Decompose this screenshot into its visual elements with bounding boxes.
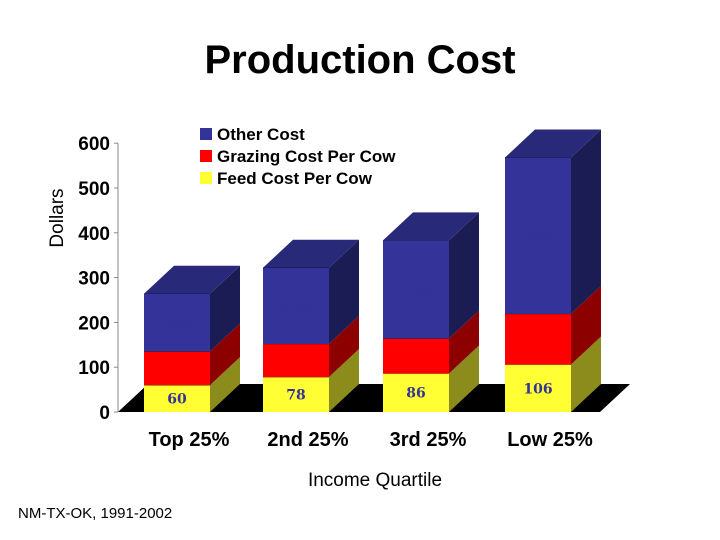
bar-side (210, 323, 240, 386)
bar-front (263, 267, 329, 344)
bar-top (505, 129, 601, 158)
bar-segment (383, 345, 479, 412)
data-label: 86 (406, 386, 425, 402)
bar-side (449, 310, 479, 374)
data-label: 129 (162, 316, 191, 332)
bar-segment (263, 239, 359, 344)
data-label: 349 (523, 229, 552, 245)
y-tick-label: 100 (78, 358, 110, 379)
data-label: 106 (523, 381, 552, 397)
legend-swatch (200, 128, 212, 140)
y-tick-label: 0 (99, 403, 110, 424)
bar-segment (383, 212, 479, 339)
bar-segment (505, 129, 601, 314)
bar-front (263, 377, 329, 412)
bar-front (144, 385, 210, 412)
bar-front (144, 293, 210, 352)
y-tick-label: 300 (78, 269, 110, 290)
legend-item: Other Cost (200, 125, 305, 144)
legend-swatch (200, 172, 212, 184)
bar-top (383, 212, 479, 241)
y-tick-label: 500 (78, 179, 110, 200)
bar-side (210, 357, 240, 412)
data-label: 60 (167, 392, 187, 408)
data-label: 78 (286, 388, 305, 404)
bar-front (263, 343, 329, 378)
bar-segment (144, 323, 240, 386)
bar-side (329, 349, 359, 412)
data-label: 74 (286, 353, 306, 369)
legend-label: Other Cost (217, 125, 305, 144)
bar-segment (144, 357, 240, 412)
y-tick-label: 600 (78, 134, 110, 155)
legend-label: Feed Cost Per Cow (217, 169, 373, 188)
bar-segment (263, 315, 359, 378)
bar-side (210, 265, 240, 352)
legend-label: Grazing Cost Per Cow (217, 147, 396, 166)
legend-swatch (200, 150, 212, 162)
chart-title: Production Cost (204, 38, 516, 82)
legend-item: Grazing Cost Per Cow (200, 147, 396, 166)
y-tick-label: 200 (78, 313, 110, 334)
bar-side (329, 239, 359, 344)
chart-floor (118, 384, 630, 412)
bar-side (571, 129, 601, 314)
bar-side (571, 336, 601, 412)
bar-front (144, 351, 210, 386)
bar-side (571, 285, 601, 365)
bar-top (263, 239, 359, 268)
data-label: 75 (167, 361, 186, 377)
bar-front (383, 373, 449, 412)
bar-front (505, 313, 571, 365)
y-tick-label: 400 (78, 224, 110, 245)
x-category-label: Low 25% (507, 429, 593, 451)
bar-segment (144, 265, 240, 352)
x-axis-label: Income Quartile (307, 470, 443, 491)
x-category-label: 2nd 25% (267, 429, 348, 451)
bar-side (329, 315, 359, 378)
bar-front (505, 157, 571, 314)
y-axis: 0 100 200 300 400 500 600 (78, 134, 119, 424)
bar-front (505, 364, 571, 412)
bar-top (144, 265, 240, 294)
data-labels: 60 75 129 78 74 170 86 78 219 106 113 349 (162, 229, 552, 408)
legend-item: Feed Cost Per Cow (200, 169, 373, 188)
data-label: 219 (401, 282, 430, 298)
bar-front (383, 240, 449, 339)
x-category-label: 3rd 25% (390, 429, 467, 451)
data-label: 78 (406, 349, 425, 365)
bar-segment (505, 285, 601, 365)
x-category-label: Top 25% (149, 429, 230, 451)
footnote: NM-TX-OK, 1991-2002 (18, 505, 173, 522)
bars (144, 129, 601, 412)
legend: Other Cost Grazing Cost Per Cow Feed Cost … (200, 125, 396, 188)
floor-plane (118, 384, 630, 412)
bar-front (383, 338, 449, 374)
x-axis-categories: Top 25% 2nd 25% 3rd 25% Low 25% (149, 429, 593, 451)
bar-side (449, 345, 479, 412)
bar-segment (505, 336, 601, 412)
data-label: 113 (523, 332, 552, 348)
data-label: 170 (281, 299, 310, 315)
bar-side (449, 212, 479, 339)
